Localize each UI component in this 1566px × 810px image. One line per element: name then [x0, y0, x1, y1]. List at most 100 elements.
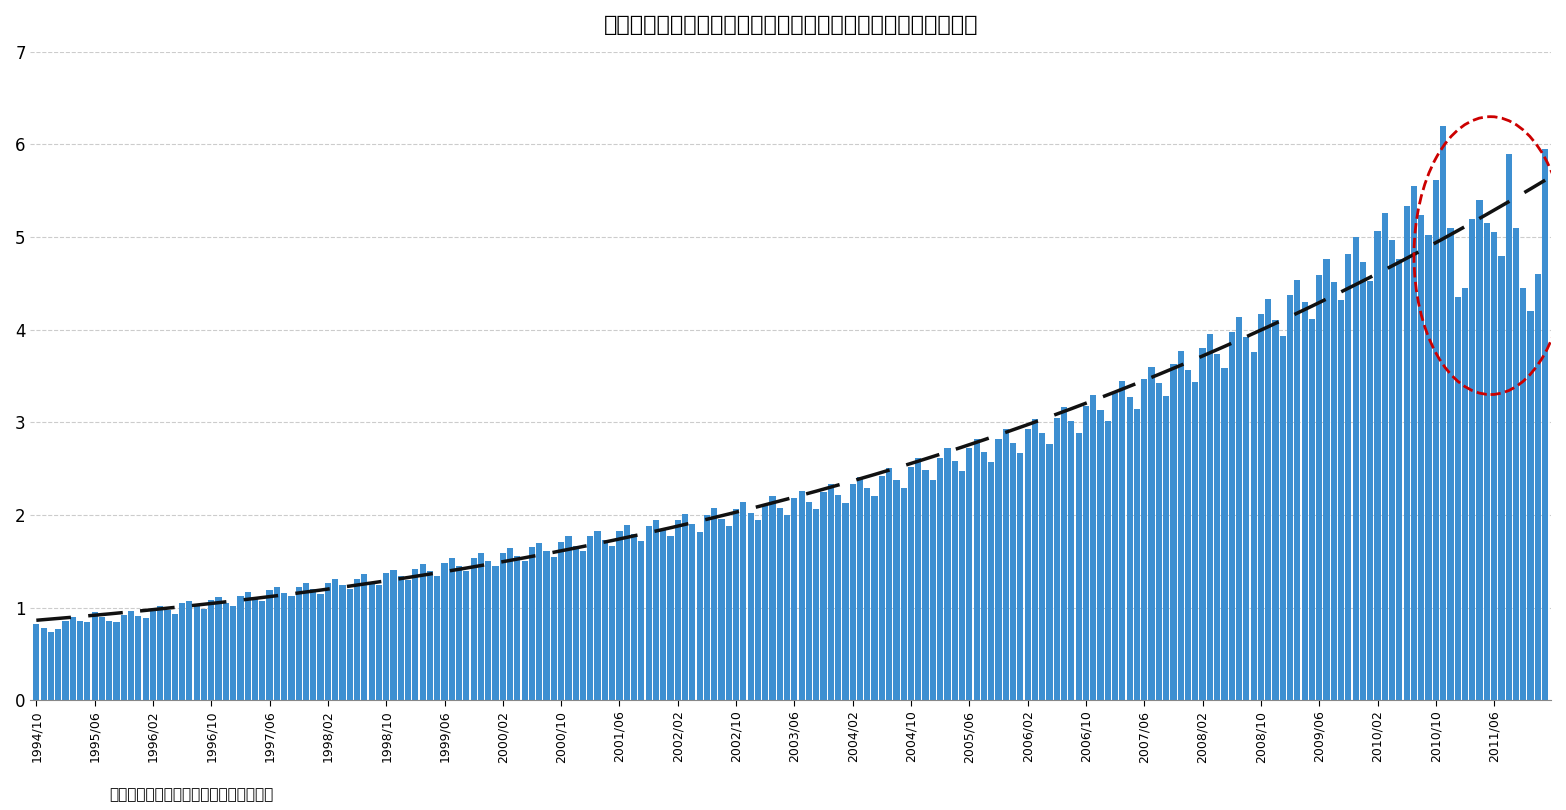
- Bar: [1236, 317, 1242, 700]
- Bar: [799, 491, 805, 700]
- Bar: [1521, 288, 1527, 700]
- Bar: [332, 579, 338, 700]
- Bar: [121, 615, 127, 700]
- Bar: [41, 628, 47, 700]
- Bar: [324, 583, 330, 700]
- Bar: [551, 556, 557, 700]
- Bar: [930, 480, 936, 700]
- Bar: [639, 541, 645, 700]
- Bar: [893, 480, 899, 700]
- Bar: [230, 606, 236, 700]
- Bar: [1257, 314, 1264, 700]
- Bar: [1543, 149, 1549, 700]
- Bar: [543, 551, 550, 700]
- Bar: [376, 586, 382, 700]
- Bar: [222, 603, 229, 700]
- Bar: [280, 593, 287, 700]
- Bar: [791, 498, 797, 700]
- Bar: [49, 632, 53, 700]
- Bar: [747, 513, 753, 700]
- Bar: [113, 622, 119, 700]
- Bar: [1309, 318, 1315, 700]
- Bar: [1272, 321, 1278, 700]
- Bar: [835, 496, 841, 700]
- Bar: [318, 594, 324, 700]
- Bar: [1046, 444, 1052, 700]
- Bar: [1120, 381, 1126, 700]
- Bar: [645, 526, 651, 700]
- Bar: [1397, 259, 1403, 700]
- Bar: [1018, 453, 1024, 700]
- Bar: [1315, 275, 1322, 700]
- Bar: [442, 563, 448, 700]
- Bar: [697, 531, 703, 700]
- Bar: [536, 543, 542, 700]
- Bar: [769, 497, 775, 700]
- Bar: [1375, 231, 1381, 700]
- Bar: [1062, 407, 1066, 700]
- Bar: [864, 488, 871, 700]
- Bar: [828, 484, 835, 700]
- Bar: [260, 601, 265, 700]
- Bar: [980, 452, 987, 700]
- Bar: [478, 553, 484, 700]
- Bar: [252, 599, 258, 700]
- Bar: [1243, 337, 1250, 700]
- Bar: [354, 579, 360, 700]
- Bar: [77, 620, 83, 700]
- Bar: [1381, 213, 1387, 700]
- Bar: [390, 569, 396, 700]
- Bar: [238, 595, 243, 700]
- Bar: [681, 514, 687, 700]
- Bar: [996, 439, 1002, 700]
- Bar: [958, 471, 965, 700]
- Bar: [1463, 288, 1467, 700]
- Bar: [966, 448, 972, 700]
- Bar: [470, 558, 476, 700]
- Bar: [1411, 186, 1417, 700]
- Bar: [1148, 367, 1154, 700]
- Bar: [1477, 200, 1483, 700]
- Bar: [492, 566, 498, 700]
- Bar: [1126, 398, 1132, 700]
- Bar: [244, 592, 251, 700]
- Bar: [1265, 299, 1272, 700]
- Bar: [557, 542, 564, 700]
- Bar: [755, 521, 761, 700]
- Bar: [667, 536, 673, 700]
- Bar: [135, 616, 141, 700]
- Bar: [99, 617, 105, 700]
- Bar: [915, 458, 921, 700]
- Bar: [631, 535, 637, 700]
- Bar: [1207, 335, 1214, 700]
- Bar: [763, 504, 769, 700]
- Bar: [398, 576, 404, 700]
- Bar: [55, 629, 61, 700]
- Bar: [1082, 406, 1088, 700]
- Bar: [1076, 433, 1082, 700]
- Bar: [33, 625, 39, 700]
- Bar: [821, 492, 827, 700]
- Bar: [1170, 364, 1176, 700]
- Bar: [449, 558, 454, 700]
- Bar: [1112, 393, 1118, 700]
- Bar: [1287, 296, 1294, 700]
- Bar: [879, 476, 885, 700]
- Bar: [106, 620, 113, 700]
- Bar: [340, 586, 346, 700]
- Bar: [777, 508, 783, 700]
- Bar: [346, 589, 352, 700]
- Bar: [813, 509, 819, 700]
- Bar: [310, 589, 316, 700]
- Bar: [1403, 206, 1409, 700]
- Bar: [91, 612, 97, 700]
- Bar: [1301, 302, 1308, 700]
- Bar: [172, 614, 179, 700]
- Bar: [1353, 237, 1359, 700]
- Bar: [785, 515, 791, 700]
- Bar: [850, 484, 855, 700]
- Bar: [406, 580, 412, 700]
- Bar: [1192, 382, 1198, 700]
- Bar: [1455, 297, 1461, 700]
- Bar: [922, 471, 929, 700]
